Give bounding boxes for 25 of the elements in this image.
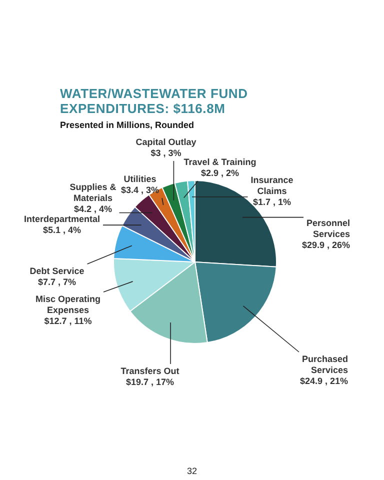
slice-label: Supplies & Materials [70, 182, 117, 203]
slice-label: Personnel Services [306, 218, 350, 239]
slice-label: Misc Operating Expenses [35, 294, 101, 315]
data-label: $29.9 , 26% [302, 240, 350, 250]
data-label: $2.9 , 2% [200, 168, 240, 178]
slice-label: Transfers Out [120, 366, 180, 376]
slice-label: Utilities [124, 174, 156, 184]
slice-label: Interdepartmental [24, 214, 100, 224]
chart-subtitle: Presented in Millions, Rounded [60, 120, 194, 130]
data-label: $4.2 , 4% [74, 204, 112, 214]
chart-title: WATER/WASTEWATER FUND EXPENDITURES: $116.8M [60, 86, 249, 116]
data-label: $3.4 , 3% [120, 184, 160, 195]
data-label: $5.1 , 4% [42, 224, 82, 235]
data-label: $24.9 , 21% [300, 376, 348, 386]
data-label: $3 , 3% [150, 148, 182, 158]
slice-label: Travel & Training [184, 156, 256, 167]
data-label: $1.7 , 1% [252, 196, 292, 207]
text: 32 [186, 466, 198, 476]
slice-label: Capital Outlay [136, 136, 196, 147]
slice-label: Purchased Services [302, 354, 348, 375]
slice-label: Debt Service [30, 266, 84, 276]
data-label: $7.7 , 7% [38, 276, 76, 287]
data-label: $19.7 , 17% [126, 376, 174, 387]
slice-label: Insurance Claims [250, 174, 294, 196]
data-label: $12.7 , 11% [44, 316, 92, 326]
